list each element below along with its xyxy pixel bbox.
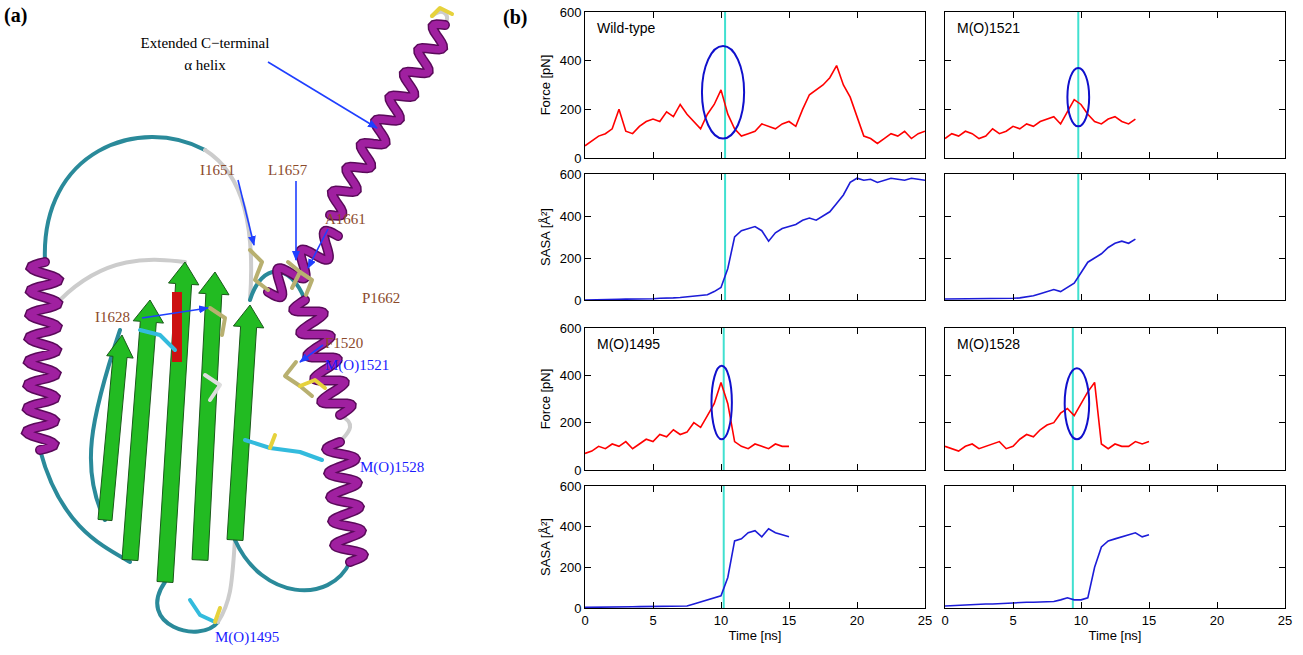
svg-text:25: 25	[918, 613, 932, 628]
svg-text:Force [pN]: Force [pN]	[538, 369, 553, 430]
svg-text:400: 400	[560, 519, 582, 534]
svg-text:M(O)1528: M(O)1528	[360, 459, 424, 476]
svg-text:5: 5	[649, 613, 656, 628]
svg-text:25: 25	[1278, 613, 1292, 628]
svg-text:0: 0	[574, 601, 581, 616]
svg-text:F1520: F1520	[325, 335, 363, 351]
svg-text:M(O)1528: M(O)1528	[957, 336, 1020, 352]
svg-text:15: 15	[782, 613, 796, 628]
svg-text:I1628: I1628	[95, 309, 130, 325]
svg-text:400: 400	[560, 368, 582, 383]
svg-text:SASA [Å²]: SASA [Å²]	[538, 518, 553, 576]
svg-text:20: 20	[1210, 613, 1224, 628]
svg-text:400: 400	[560, 209, 582, 224]
svg-text:0: 0	[581, 613, 588, 628]
svg-text:Time [ns]: Time [ns]	[1089, 628, 1142, 643]
svg-text:0: 0	[574, 151, 581, 166]
svg-text:Extended C−terminalα helix: Extended C−terminalα helix	[141, 35, 270, 73]
svg-text:600: 600	[560, 321, 582, 336]
svg-text:600: 600	[560, 479, 582, 494]
svg-text:M(O)1495: M(O)1495	[215, 629, 279, 646]
svg-text:0: 0	[941, 613, 948, 628]
svg-text:10: 10	[714, 613, 728, 628]
html-text:(b): (b)	[503, 6, 528, 28]
svg-text:5: 5	[1009, 613, 1016, 628]
svg-text:200: 200	[560, 102, 582, 117]
svg-text:A1661: A1661	[325, 211, 366, 227]
svg-text:10: 10	[1074, 613, 1088, 628]
svg-text:M(O)1495: M(O)1495	[597, 336, 660, 352]
svg-text:L1657: L1657	[268, 162, 308, 178]
svg-text:0: 0	[574, 293, 581, 308]
svg-text:600: 600	[560, 167, 582, 182]
svg-text:SASA [Å²]: SASA [Å²]	[538, 208, 553, 266]
svg-text:15: 15	[1142, 613, 1156, 628]
svg-text:0: 0	[574, 463, 581, 478]
svg-text:20: 20	[850, 613, 864, 628]
svg-text:400: 400	[560, 53, 582, 68]
svg-text:Time [ns]: Time [ns]	[729, 628, 782, 643]
svg-text:200: 200	[560, 415, 582, 430]
svg-text:600: 600	[560, 5, 582, 20]
svg-text:M(O)1521: M(O)1521	[957, 20, 1020, 36]
svg-text:200: 200	[560, 251, 582, 266]
svg-text:I1651: I1651	[200, 162, 235, 178]
svg-text:M(O)1521: M(O)1521	[325, 357, 389, 374]
svg-text:200: 200	[560, 560, 582, 575]
svg-text:Wild-type: Wild-type	[597, 20, 656, 36]
svg-text:P1662: P1662	[362, 290, 400, 306]
svg-text:Force [pN]: Force [pN]	[538, 55, 553, 116]
svg-text:(a): (a)	[4, 4, 27, 27]
